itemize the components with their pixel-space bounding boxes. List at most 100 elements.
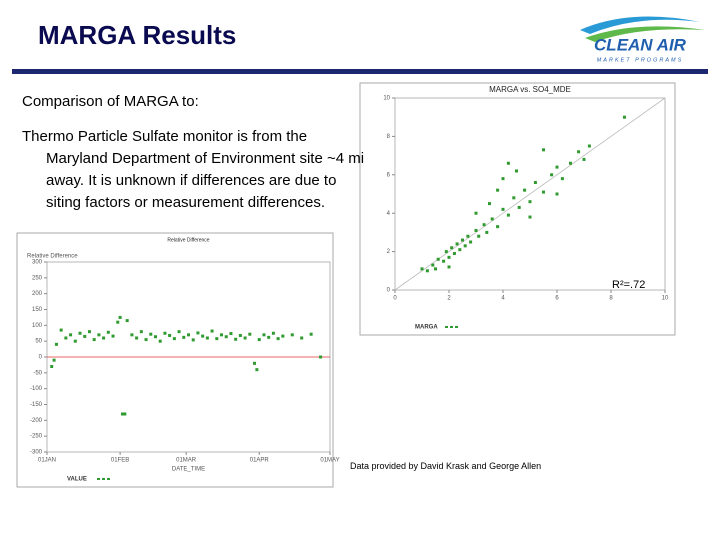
data-point: [515, 169, 518, 173]
data-point: [528, 215, 532, 219]
data-point: [111, 334, 115, 338]
data-point: [463, 244, 467, 248]
data-point: [215, 337, 219, 341]
plot-area: [394, 97, 666, 291]
bullet-text: Thermo Particle Sulfate monitor is from …: [22, 128, 365, 211]
data-point: [309, 332, 313, 336]
data-point: [474, 228, 478, 232]
data-point: [243, 336, 247, 340]
data-point: [224, 335, 228, 339]
data-point: [177, 330, 181, 334]
data-point: [523, 188, 527, 192]
data-point: [257, 338, 261, 342]
data-point: [506, 213, 510, 217]
x-tick-label: 4: [501, 296, 505, 302]
data-point: [482, 223, 486, 227]
data-point: [474, 211, 478, 215]
data-point: [118, 315, 122, 319]
data-point: [528, 200, 532, 204]
legend-swatch: [445, 326, 448, 328]
data-point: [319, 355, 323, 359]
data-point: [116, 320, 120, 324]
data-point: [469, 240, 473, 244]
data-point: [123, 412, 127, 416]
y-tick-label: 100: [32, 323, 43, 329]
data-point: [420, 267, 424, 271]
data-point: [153, 335, 157, 339]
data-point: [466, 234, 470, 238]
data-point: [97, 333, 101, 337]
data-point: [506, 161, 510, 165]
data-point: [447, 255, 451, 259]
data-point: [191, 338, 195, 342]
legend-swatch: [450, 326, 453, 328]
data-point: [163, 331, 167, 335]
data-point: [229, 332, 233, 336]
logo-swoosh: [580, 16, 700, 34]
y-tick-label: 200: [32, 291, 43, 297]
data-point: [281, 334, 285, 338]
y-tick-label: -150: [30, 402, 43, 408]
data-point: [477, 234, 481, 238]
data-point: [205, 336, 209, 340]
data-point: [436, 257, 440, 261]
data-point: [106, 330, 110, 334]
data-point: [582, 157, 586, 161]
data-point: [560, 177, 564, 181]
data-point: [623, 115, 626, 119]
x-tick-label: 10: [662, 296, 669, 302]
credit-text: Data provided by David Krask and George …: [350, 461, 542, 471]
x-tick-label: 01MAR: [176, 458, 197, 464]
data-point: [271, 331, 275, 335]
y-tick-label: 4: [387, 211, 391, 217]
data-point: [64, 336, 68, 340]
x-tick-label: 01APR: [250, 458, 270, 464]
legend-swatch: [102, 478, 105, 480]
data-point: [234, 337, 238, 341]
y-tick-label: -50: [33, 370, 42, 376]
header-rule: [12, 69, 708, 74]
data-point: [458, 248, 462, 252]
y-tick-label: 8: [387, 134, 391, 140]
data-point: [196, 331, 200, 335]
data-point: [555, 192, 559, 196]
data-point: [102, 336, 106, 340]
y-tick-label: 0: [387, 288, 391, 294]
chart-frame: [359, 82, 676, 336]
data-point: [450, 246, 454, 250]
data-point: [542, 148, 545, 152]
data-point: [569, 161, 572, 165]
data-point: [290, 333, 294, 337]
data-point: [300, 336, 304, 340]
x-tick-label: 2: [447, 296, 451, 302]
slide-title: MARGA Results: [38, 20, 237, 50]
logo-swoosh: [585, 26, 705, 42]
data-point: [139, 330, 143, 334]
logo-text: CLEAN AIR: [594, 35, 687, 54]
logo-subtext: MARKET PROGRAMS: [597, 57, 684, 63]
x-tick-label: 01MAY: [320, 458, 339, 464]
data-point: [158, 339, 162, 343]
data-point: [73, 339, 77, 343]
data-point: [434, 267, 437, 271]
data-point: [248, 332, 252, 336]
data-point: [59, 328, 63, 332]
legend-swatch: [455, 326, 458, 328]
data-point: [149, 332, 153, 336]
y-tick-label: 150: [32, 307, 43, 313]
data-point: [201, 334, 205, 338]
data-point: [210, 329, 214, 333]
data-point: [542, 190, 545, 194]
y-tick-label: 250: [32, 275, 43, 281]
data-point: [168, 333, 172, 337]
y-tick-label: 6: [387, 172, 391, 178]
chart-title: Relative Difference: [167, 237, 209, 243]
data-point: [187, 333, 190, 337]
data-point: [447, 265, 451, 269]
data-point: [496, 188, 500, 192]
r-squared: R²=.72: [612, 279, 645, 291]
x-tick-label: 01JAN: [38, 458, 56, 464]
legend-label: VALUE: [67, 477, 87, 483]
data-point: [533, 180, 537, 184]
